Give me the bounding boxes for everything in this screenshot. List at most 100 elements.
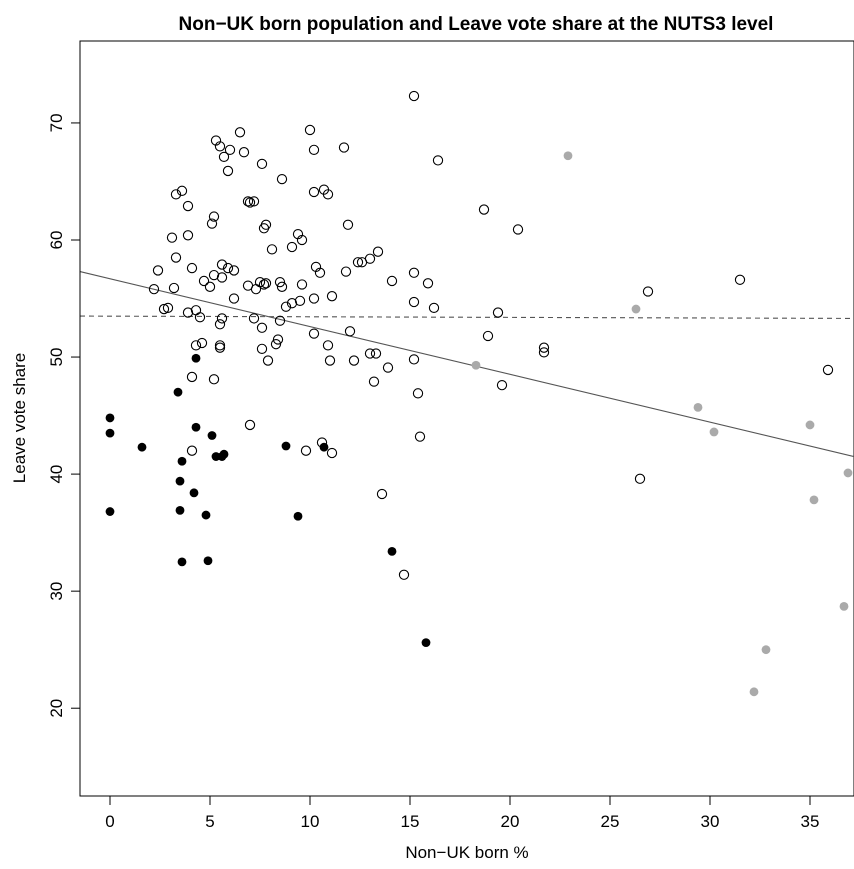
data-point: [175, 505, 185, 515]
data-point: [563, 151, 573, 161]
data-point: [293, 511, 303, 521]
x-tick-label: 5: [205, 812, 214, 831]
data-point: [266, 244, 278, 255]
data-point: [408, 267, 420, 278]
data-point: [308, 144, 320, 156]
data-point: [421, 638, 431, 648]
data-point: [338, 142, 350, 153]
data-point: [177, 456, 187, 466]
data-point: [228, 265, 240, 276]
data-point: [634, 473, 646, 484]
data-point: [482, 330, 494, 342]
data-point: [176, 185, 188, 196]
data-point: [201, 510, 211, 520]
data-point: [208, 269, 220, 281]
data-point: [258, 279, 270, 290]
reference-lines: [79, 271, 854, 458]
data-point: [191, 422, 201, 432]
data-point: [203, 556, 213, 566]
x-tick-label: 15: [401, 812, 420, 831]
y-tick-label: 70: [47, 113, 66, 132]
data-point: [137, 442, 147, 452]
y-tick-label: 30: [47, 582, 66, 601]
data-point: [308, 293, 320, 304]
data-point: [168, 282, 180, 294]
y-tick-label: 20: [47, 699, 66, 718]
data-point: [189, 488, 199, 498]
data-point: [322, 340, 334, 351]
data-point: [173, 387, 183, 397]
data-point: [319, 442, 329, 452]
data-point: [244, 419, 256, 431]
data-point: [492, 307, 504, 318]
data-point: [412, 388, 424, 399]
data-points: [105, 90, 853, 697]
data-point: [822, 364, 834, 376]
data-point: [105, 413, 115, 423]
data-point: [258, 223, 270, 234]
data-point: [538, 347, 550, 358]
data-point: [300, 445, 312, 456]
x-tick-label: 25: [601, 812, 620, 831]
data-point: [222, 262, 234, 274]
data-point: [356, 257, 368, 268]
x-tick-label: 20: [501, 812, 520, 831]
x-tick-label: 35: [801, 812, 820, 831]
data-point: [224, 144, 236, 156]
data-point: [432, 155, 444, 166]
data-point: [281, 441, 291, 451]
x-axis-label: Non−UK born %: [405, 843, 528, 862]
data-point: [190, 305, 202, 316]
data-point: [348, 355, 360, 366]
data-point: [386, 275, 398, 287]
data-point: [280, 301, 292, 312]
data-point: [422, 278, 434, 289]
data-point: [105, 428, 115, 438]
chart-title: Non−UK born population and Leave vote sh…: [179, 14, 774, 35]
data-point: [631, 304, 641, 314]
y-tick-label: 60: [47, 231, 66, 250]
data-point: [194, 312, 206, 323]
y-axis-label: Leave vote share: [10, 353, 29, 483]
data-point: [256, 343, 268, 355]
data-point: [222, 165, 234, 177]
data-point: [308, 186, 320, 198]
data-point: [186, 371, 198, 383]
data-point: [734, 274, 746, 285]
x-tick-label: 30: [701, 812, 720, 831]
data-point: [216, 259, 228, 270]
data-point: [234, 127, 246, 138]
data-point: [709, 427, 719, 437]
data-point: [182, 200, 194, 212]
data-point: [408, 354, 420, 365]
data-point: [270, 339, 282, 350]
data-point: [216, 313, 228, 324]
data-point: [198, 275, 210, 287]
data-point: [105, 507, 115, 516]
data-point: [324, 355, 336, 366]
y-tick-label: 50: [47, 348, 66, 367]
data-point: [538, 342, 550, 353]
data-point: [749, 687, 759, 697]
data-point: [387, 546, 397, 556]
data-point: [382, 362, 394, 373]
data-point: [214, 342, 226, 353]
mean-reference-line: [79, 315, 854, 319]
data-point: [809, 495, 819, 505]
data-point: [190, 340, 202, 351]
data-point: [256, 322, 268, 333]
data-point: [177, 557, 187, 567]
data-point: [512, 224, 524, 235]
data-point: [296, 279, 308, 290]
data-point: [843, 468, 853, 478]
data-point: [208, 211, 220, 222]
data-point: [186, 445, 198, 456]
data-point: [214, 340, 226, 351]
data-point: [272, 334, 284, 345]
data-point: [262, 355, 274, 366]
data-point: [274, 315, 286, 326]
data-point: [218, 151, 230, 163]
data-point: [216, 272, 228, 283]
data-point: [204, 281, 216, 292]
data-point: [326, 291, 338, 302]
